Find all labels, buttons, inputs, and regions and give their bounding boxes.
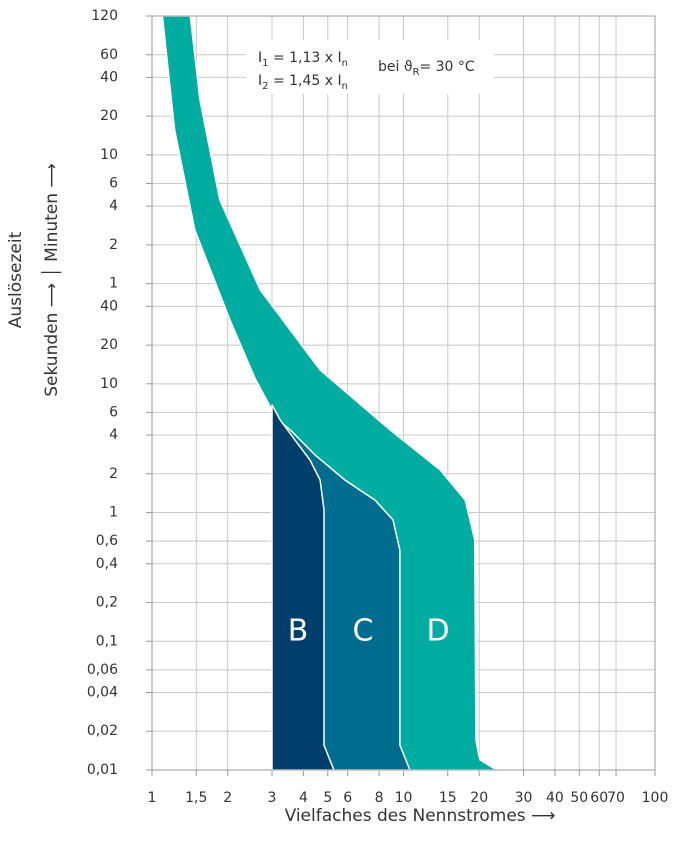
x-tick-label: 50 bbox=[570, 790, 588, 806]
x-tick-label: 1 bbox=[148, 790, 157, 806]
y-tick-label: 20 bbox=[100, 108, 118, 124]
x-tick-label: 6 bbox=[343, 790, 352, 806]
y-tick-label: 2 bbox=[109, 466, 118, 482]
x-tick-label: 60 bbox=[590, 790, 608, 806]
y-tick-label: 0,1 bbox=[96, 633, 118, 649]
y-tick-label: 6 bbox=[109, 175, 118, 191]
x-tick-label: 100 bbox=[642, 790, 669, 806]
y-tick-label: 4 bbox=[109, 427, 118, 443]
x-tick-label: 5 bbox=[323, 790, 332, 806]
y-tick-label: 10 bbox=[100, 376, 118, 392]
x-tick-label: 3 bbox=[268, 790, 277, 806]
annotation-part: bei ϑ bbox=[378, 59, 413, 75]
x-tick-label: 20 bbox=[470, 790, 488, 806]
annotation-part: n bbox=[342, 58, 348, 69]
x-tick-label: 2 bbox=[223, 790, 232, 806]
y-tick-label: 0,02 bbox=[87, 723, 118, 739]
annotation-part: R bbox=[413, 67, 420, 78]
annotation-box bbox=[246, 40, 494, 94]
band-label: B bbox=[288, 614, 309, 649]
x-tick-label: 4 bbox=[299, 790, 308, 806]
x-tick-label: 40 bbox=[546, 790, 564, 806]
annotation-part: = 1,45 x I bbox=[269, 73, 342, 89]
annotation-part: n bbox=[342, 81, 348, 92]
y-axis-subtitle: Sekunden ⟶ │ Minuten ⟶ bbox=[41, 163, 62, 397]
y-tick-label: 1 bbox=[109, 276, 118, 292]
annotation-part: I bbox=[258, 50, 262, 66]
labels: 1 1,5 2 3 4 5 6 8 10 15 20 30 40 50 60 70 1000,010,020,0… bbox=[87, 8, 669, 806]
x-tick-label: 70 bbox=[607, 790, 625, 806]
y-tick-label: 6 bbox=[109, 404, 118, 420]
y-tick-label: 0,2 bbox=[96, 595, 118, 611]
y-tick-label: 0,04 bbox=[87, 684, 118, 700]
y-tick-label: 0,06 bbox=[87, 662, 118, 678]
plot-frame bbox=[151, 15, 656, 771]
y-tick-label: 40 bbox=[100, 69, 118, 85]
y-axis-title: Auslösezeit bbox=[6, 231, 26, 328]
y-tick-label: 0,01 bbox=[87, 762, 118, 778]
band-label: D bbox=[426, 614, 449, 649]
y-tick-label: 0,4 bbox=[96, 556, 118, 572]
bands bbox=[161, 15, 500, 771]
y-tick-label: 1 bbox=[109, 505, 118, 521]
y-tick-label: 0,6 bbox=[96, 533, 118, 549]
annotation-part: = 30 °C bbox=[419, 59, 474, 75]
y-tick-label: 2 bbox=[109, 237, 118, 253]
y-tick-label: 120 bbox=[91, 8, 118, 24]
annotation-part: I bbox=[258, 73, 262, 89]
annotation-part: = 1,13 x I bbox=[269, 50, 342, 66]
band bbox=[161, 15, 500, 771]
y-tick-label: 10 bbox=[100, 147, 118, 163]
x-tick-label: 8 bbox=[375, 790, 384, 806]
y-tick-label: 4 bbox=[109, 198, 118, 214]
y-tick-label: 40 bbox=[100, 298, 118, 314]
x-tick-label: 1,5 bbox=[185, 790, 207, 806]
x-tick-label: 15 bbox=[439, 790, 457, 806]
x-tick-label: 30 bbox=[515, 790, 533, 806]
annotation: I2 = 1,45 x In bbox=[258, 73, 348, 92]
y-tick-label: 60 bbox=[100, 47, 118, 63]
x-axis-title: Vielfaches des Nennstromes ⟶ bbox=[285, 806, 556, 826]
annotation-part: 2 bbox=[262, 81, 268, 92]
annotation: bei ϑR= 30 °C bbox=[378, 59, 475, 78]
x-tick-label: 10 bbox=[395, 790, 413, 806]
annotation: I1 = 1,13 x In bbox=[258, 50, 348, 69]
annotation-part: 1 bbox=[262, 58, 268, 69]
y-tick-label: 20 bbox=[100, 337, 118, 353]
band-label: C bbox=[353, 614, 374, 649]
